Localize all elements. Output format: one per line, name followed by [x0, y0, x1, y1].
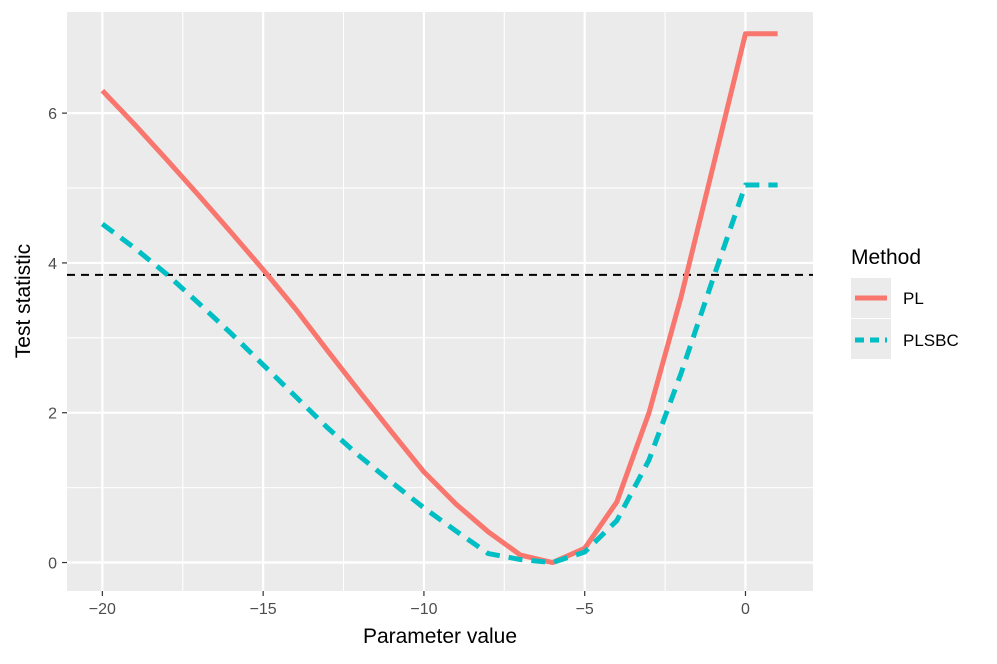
series-group: [100, 31, 778, 566]
y-tick-label: 4: [48, 256, 57, 273]
x-axis-ticks: −20 −15 −10 −5 0: [89, 591, 750, 618]
series-line-plsbc: [100, 182, 778, 566]
x-tick-label: −15: [250, 601, 277, 618]
x-axis-title: Parameter value: [363, 625, 517, 648]
x-tick-label: −20: [89, 601, 116, 618]
y-tick-label: 6: [48, 106, 57, 123]
legend-label-pl: PL: [903, 289, 924, 308]
major-gridlines: [67, 12, 813, 591]
legend: Method PL PLSBC: [851, 246, 959, 359]
x-tick-label: −5: [576, 601, 594, 618]
series-line-pl: [100, 31, 778, 566]
legend-label-plsbc: PLSBC: [903, 331, 959, 350]
y-axis-title: Test statistic: [12, 244, 35, 358]
y-tick-label: 2: [48, 406, 57, 423]
y-tick-label: 0: [48, 556, 57, 573]
legend-title: Method: [851, 246, 921, 269]
x-tick-label: −10: [410, 601, 437, 618]
minor-gridlines: [67, 12, 813, 591]
y-axis-ticks: 0 2 4 6: [48, 106, 67, 573]
plot-panel: [67, 12, 813, 591]
x-tick-label: 0: [741, 601, 750, 618]
